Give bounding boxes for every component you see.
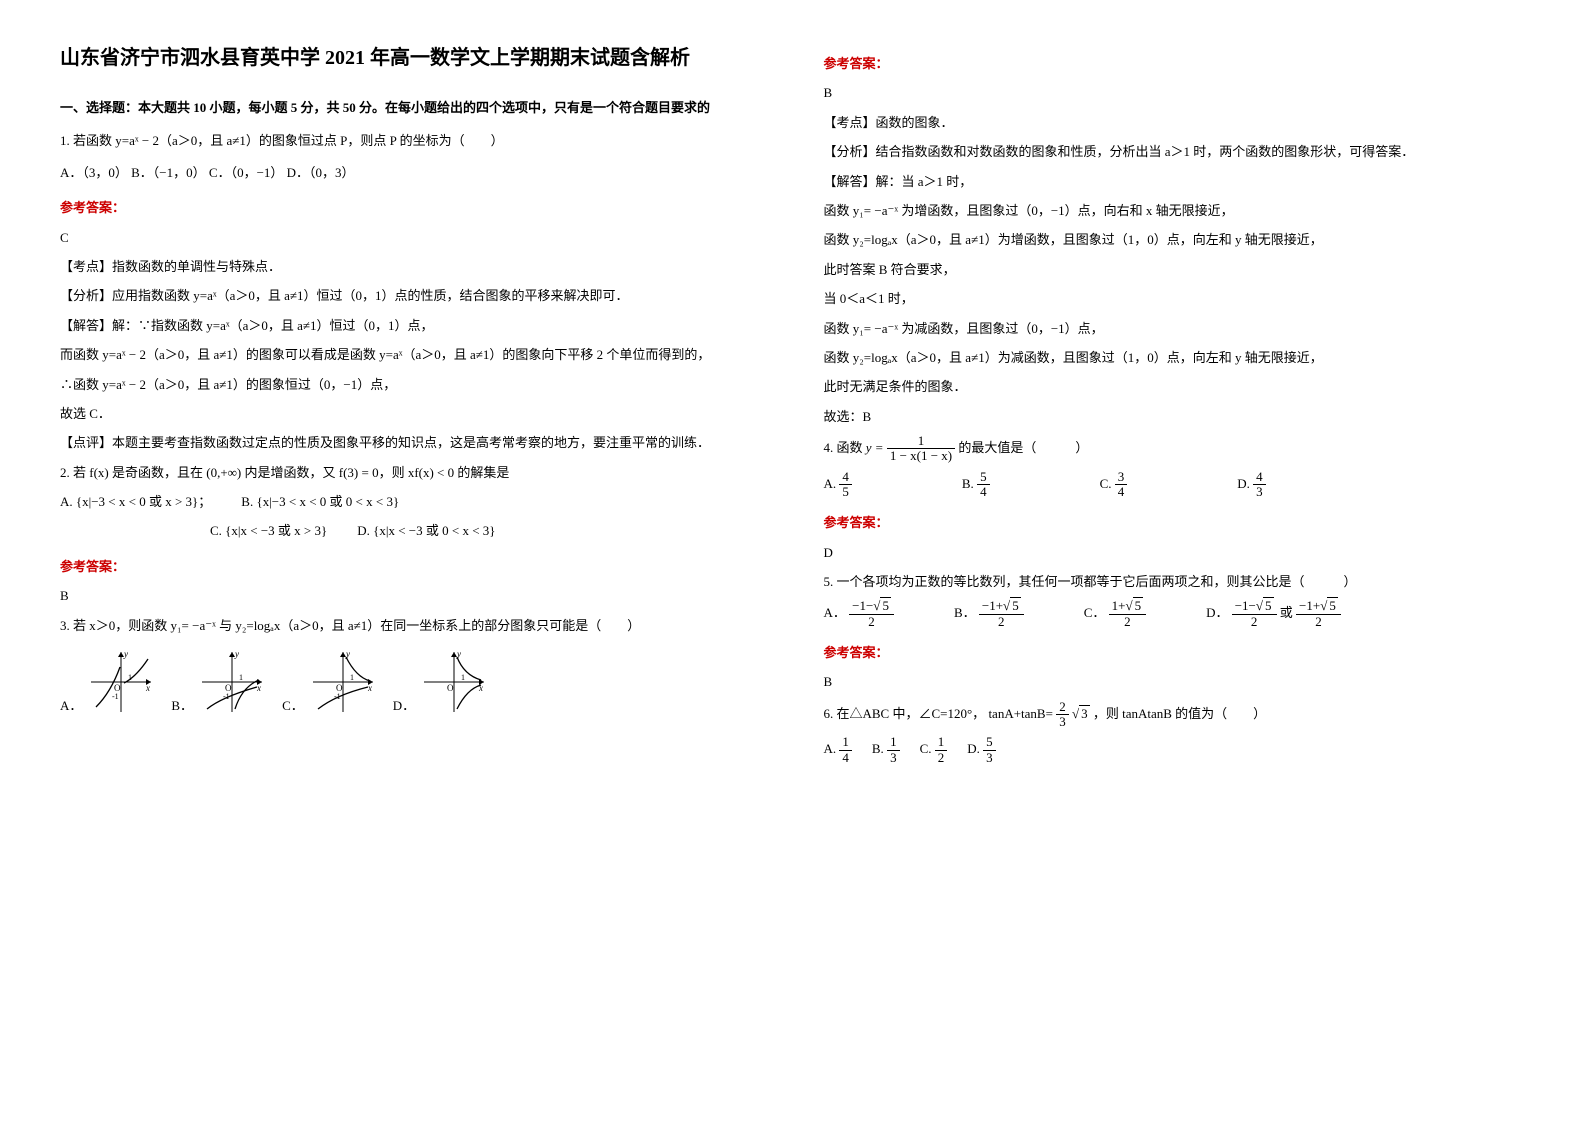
q3-answer: B: [824, 81, 1528, 104]
q4-optD: D. 43: [1237, 470, 1265, 500]
q1-fx: 【分析】应用指数函数 y=aˣ（a＞0，且 a≠1）恒过（0，1）点的性质，结合…: [60, 284, 764, 307]
q3-jd1: 【解答】解：当 a＞1 时，: [824, 170, 1528, 193]
q6-optA: A. 14: [824, 735, 852, 765]
q4-optB: B. 54: [962, 470, 990, 500]
right-column: 参考答案： B 【考点】函数的图象． 【分析】结合指数函数和对数函数的图象和性质…: [824, 40, 1528, 771]
svg-text:x: x: [367, 683, 372, 693]
svg-text:y: y: [234, 649, 239, 659]
svg-text:x: x: [256, 683, 261, 693]
left-column: 山东省济宁市泗水县育英中学 2021 年高一数学文上学期期末试题含解析 一、选择…: [60, 40, 764, 771]
q6-options: A. 14 B. 13 C. 12 D. 53: [824, 735, 1528, 765]
svg-text:y: y: [123, 649, 128, 659]
q6-stem-c: ，则 tanAtanB 的值为（ ）: [1093, 706, 1266, 721]
q1-answer-label: 参考答案：: [60, 196, 764, 219]
q3-jd2: 函数 y₁= −a⁻ˣ 为增函数，且图象过（0，−1）点，向右和 x 轴无限接近…: [824, 199, 1528, 222]
q2-answer: B: [60, 584, 764, 607]
q1-kd: 【考点】指数函数的单调性与特殊点．: [60, 255, 764, 278]
graph-D-svg: O x y 1: [419, 647, 489, 717]
q3-labelD: D．: [393, 694, 415, 717]
q5-optA: A． −1−√52: [824, 599, 894, 629]
q4-optA: A. 45: [824, 470, 852, 500]
q2-optC: C. {x|x < −3 或 x > 3}: [210, 519, 327, 542]
q3-jd7: 函数 y₂=logₐx（a＞0，且 a≠1）为减函数，且图象过（1，0）点，向左…: [824, 346, 1528, 369]
q3-labelC: C．: [282, 694, 304, 717]
q6-optB: B. 13: [872, 735, 900, 765]
q2-stem: 2. 若 f(x) 是奇函数，且在 (0,+∞) 内是增函数，又 f(3) = …: [60, 461, 764, 484]
q4-stem-pre: 4. 函数: [824, 440, 866, 455]
q5-answer: B: [824, 670, 1528, 693]
q4-options: A. 45 B. 54 C. 34 D. 43: [824, 470, 1528, 500]
q1-optB: B．（−1，0）: [131, 165, 206, 180]
q1-jd3: ∴函数 y=aˣ − 2（a＞0，且 a≠1）的图象恒过（0，−1）点，: [60, 373, 764, 396]
q2-answer-label: 参考答案：: [60, 555, 764, 578]
q5-optD: D． −1−√52 或 −1+√52: [1206, 599, 1341, 629]
q5-options: A． −1−√52 B． −1+√52 C． 1+√52 D． −1−√52 或…: [824, 599, 1528, 629]
graph-A-svg: O x y 1 -1: [86, 647, 156, 717]
q2-row1: A. {x|−3 < x < 0 或 x > 3}； B. {x|−3 < x …: [60, 490, 764, 513]
q4-answer: D: [824, 541, 1528, 564]
q3-graph-C: C． O x y 1 -1: [282, 647, 378, 717]
q6-stem-b: tanA+tanB=: [988, 706, 1053, 721]
q2-optD: D. {x|x < −3 或 0 < x < 3}: [357, 519, 495, 542]
q1-jd2: 而函数 y=aˣ − 2（a＞0，且 a≠1）的图象可以看成是函数 y=aˣ（a…: [60, 343, 764, 366]
q1-answer: C: [60, 226, 764, 249]
q1-stem: 1. 若函数 y=aˣ − 2（a＞0，且 a≠1）的图象恒过点 P，则点 P …: [60, 129, 764, 152]
graph-C-svg: O x y 1 -1: [308, 647, 378, 717]
q6-optC: C. 12: [920, 735, 948, 765]
q5-answer-label: 参考答案：: [824, 641, 1528, 664]
q4-answer-label: 参考答案：: [824, 511, 1528, 534]
q5-optB: B． −1+√52: [954, 599, 1024, 629]
q5-optC: C． 1+√52: [1084, 599, 1146, 629]
q6-stem: 6. 在△ABC 中，∠C=120°， tanA+tanB= 23 √3 ，则 …: [824, 700, 1528, 730]
svg-text:1: 1: [239, 673, 243, 682]
q5-stem: 5. 一个各项均为正数的等比数列，其任何一项都等于它后面两项之和，则其公比是（ …: [824, 570, 1528, 593]
q1-jd1: 【解答】解：∵指数函数 y=aˣ（a＞0，且 a≠1）恒过（0，1）点，: [60, 314, 764, 337]
svg-text:x: x: [145, 683, 150, 693]
q2-optA: A. {x|−3 < x < 0 或 x > 3}；: [60, 490, 211, 513]
q3-stem: 3. 若 x＞0，则函数 y₁= −a⁻ˣ 与 y₂=logₐx（a＞0，且 a…: [60, 614, 764, 637]
q1-optA: A．（3，0）: [60, 165, 128, 180]
svg-text:1: 1: [461, 673, 465, 682]
q3-jd6: 函数 y₁= −a⁻ˣ 为减函数，且图象过（0，−1）点，: [824, 317, 1528, 340]
svg-text:-1: -1: [112, 692, 119, 701]
q3-jd5: 当 0＜a＜1 时，: [824, 287, 1528, 310]
q2-row2: C. {x|x < −3 或 x > 3} D. {x|x < −3 或 0 <…: [60, 519, 764, 542]
q3-fx: 【分析】结合指数函数和对数函数的图象和性质，分析出当 a＞1 时，两个函数的图象…: [824, 140, 1528, 163]
q3-jd4: 此时答案 B 符合要求，: [824, 258, 1528, 281]
svg-text:1: 1: [350, 673, 354, 682]
graph-B-svg: O x y 1 -1: [197, 647, 267, 717]
q3-labelA: A．: [60, 694, 82, 717]
q4-optC: C. 34: [1100, 470, 1128, 500]
q1-jd4: 故选 C．: [60, 402, 764, 425]
q1-dp: 【点评】本题主要考查指数函数过定点的性质及图象平移的知识点，这是高考常考察的地方…: [60, 431, 764, 454]
q3-jd8: 此时无满足条件的图象．: [824, 375, 1528, 398]
q4-stem-post: 的最大值是（ ）: [958, 440, 1088, 455]
q6-optD: D. 53: [967, 735, 995, 765]
q4-stem: 4. 函数 y = 1 1 − x(1 − x) 的最大值是（ ）: [824, 434, 1528, 464]
exam-page: 山东省济宁市泗水县育英中学 2021 年高一数学文上学期期末试题含解析 一、选择…: [60, 40, 1527, 771]
q4-frac: 1 1 − x(1 − x): [887, 434, 955, 464]
q1-optD: D．（0，3）: [287, 165, 355, 180]
q3-graph-B: B． O x y 1 -1: [171, 647, 267, 717]
q3-jd9: 故选：B: [824, 405, 1528, 428]
q3-graph-A: A． O x y 1 -1: [60, 647, 156, 717]
q3-answer-label: 参考答案：: [824, 52, 1528, 75]
page-title: 山东省济宁市泗水县育英中学 2021 年高一数学文上学期期末试题含解析: [60, 40, 764, 76]
q3-graphs: A． O x y 1 -1 B．: [60, 647, 764, 717]
q3-graph-D: D． O x y 1: [393, 647, 489, 717]
q6-stem-a: 6. 在△ABC 中，∠C=120°，: [824, 706, 986, 721]
q3-labelB: B．: [171, 694, 193, 717]
svg-text:O: O: [447, 683, 454, 693]
q2-optB: B. {x|−3 < x < 0 或 0 < x < 3}: [241, 490, 399, 513]
q3-kd: 【考点】函数的图象．: [824, 111, 1528, 134]
q1-options: A．（3，0） B．（−1，0） C．（0，−1） D．（0，3）: [60, 161, 764, 184]
q3-jd3: 函数 y₂=logₐx（a＞0，且 a≠1）为增函数，且图象过（1，0）点，向左…: [824, 228, 1528, 251]
section-header: 一、选择题：本大题共 10 小题，每小题 5 分，共 50 分。在每小题给出的四…: [60, 96, 764, 119]
q1-optC: C．（0，−1）: [209, 165, 284, 180]
